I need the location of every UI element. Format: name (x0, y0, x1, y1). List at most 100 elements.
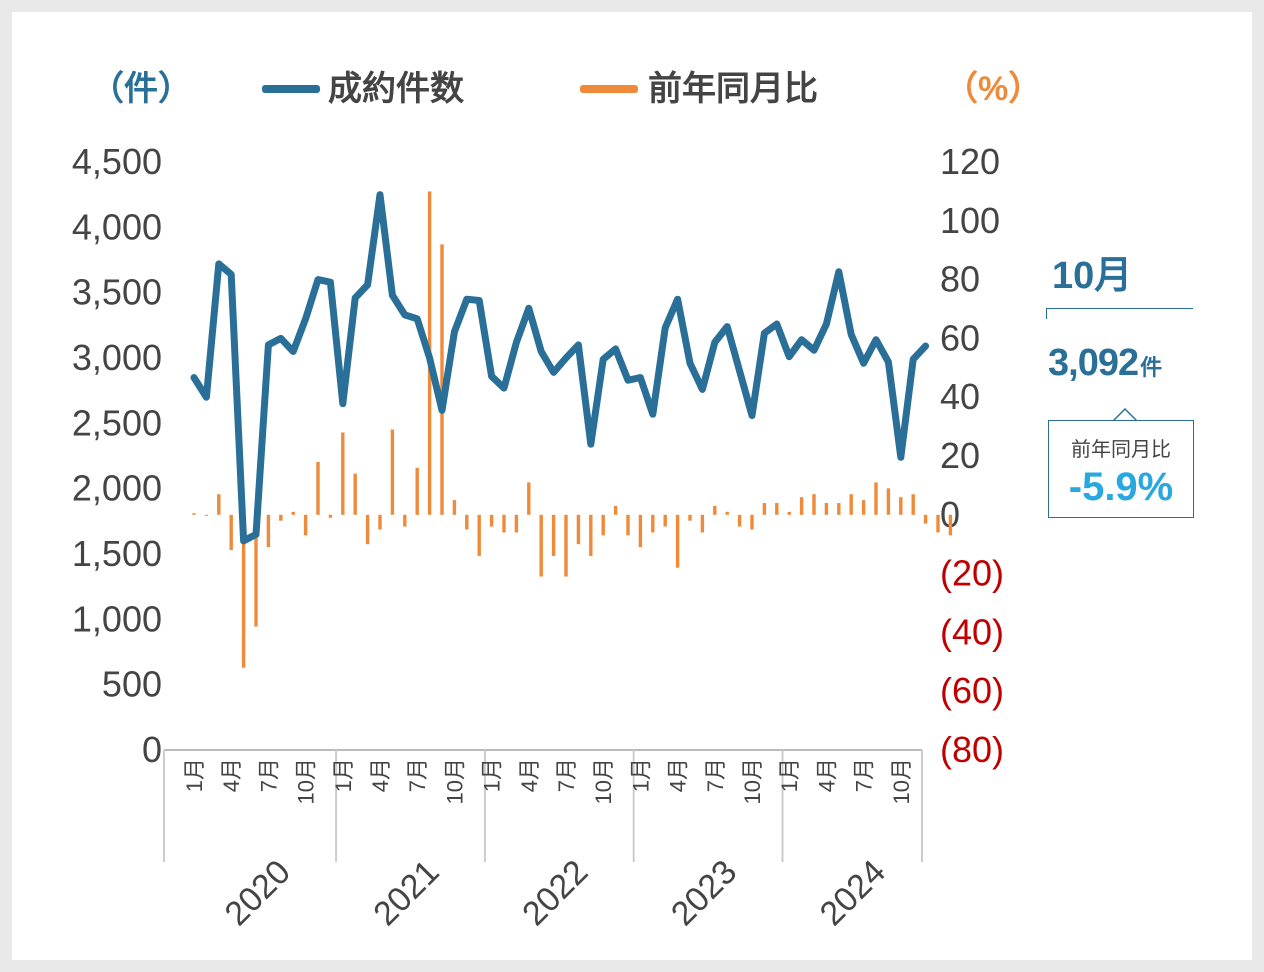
yoy-bar (217, 494, 221, 515)
yoy-bar (812, 494, 816, 515)
month-tick-label: 10月 (442, 758, 467, 804)
chart-panel: （件） 成約件数 前年同月比 （%） 0 500 1,000 1,500 2,000 2,… (12, 12, 1252, 960)
yoy-bar (415, 467, 419, 515)
yoy-bar (626, 514, 630, 536)
yoy-bar (229, 514, 233, 551)
month-tick-label: 1月 (480, 758, 505, 792)
month-tick-label: 1月 (628, 758, 653, 792)
yoy-bar (613, 505, 618, 515)
left-tick-label: 3,000 (72, 337, 162, 378)
yoy-bar (725, 511, 729, 515)
left-tick-label: 2,000 (72, 468, 162, 509)
yoy-bar (688, 514, 692, 521)
yoy-bar (576, 514, 581, 545)
yoy-bar (737, 514, 742, 527)
yoy-bar (204, 514, 209, 516)
yoy-bar (279, 514, 283, 521)
callout-rule (1046, 308, 1193, 319)
month-tick-label: 4月 (219, 758, 244, 792)
callout-yoy-label: 前年同月比 (1071, 439, 1171, 461)
yoy-bar (341, 432, 345, 515)
month-tick-label: 7月 (405, 758, 430, 792)
yoy-bar (477, 514, 481, 556)
year-label: 2022 (515, 853, 595, 933)
left-tick-label: 4,500 (72, 141, 162, 182)
yoy-bar (936, 514, 940, 533)
left-tick-label: 2,500 (72, 402, 162, 443)
yoy-bar (638, 514, 643, 548)
right-tick-label: 40 (940, 376, 980, 417)
yoy-bar (948, 514, 953, 536)
legend-line-label: 成約件数 (328, 70, 464, 108)
left-axis-ticks: 0 500 1,000 1,500 2,000 2,500 3,000 3,500 4,000 4… (72, 141, 162, 770)
month-tick-label: 7月 (852, 758, 877, 792)
yoy-bar (254, 514, 258, 627)
yoy-bar (403, 514, 407, 527)
right-tick-label: (60) (940, 670, 1004, 711)
yoy-bar (923, 514, 928, 524)
right-tick-label: 0 (940, 494, 960, 535)
month-tick-label: 10月 (889, 758, 914, 804)
year-label: 2021 (366, 853, 446, 933)
legend-bar-swatch (580, 85, 638, 93)
left-tick-label: 1,500 (72, 533, 162, 574)
yoy-bar (713, 505, 717, 515)
yoy-bar (775, 503, 779, 515)
yoy-bar (750, 514, 754, 530)
yoy-bar (849, 494, 853, 515)
yoy-bar (899, 497, 903, 515)
yoy-bar (886, 488, 891, 515)
callout-value-number: 3,092 (1048, 342, 1139, 384)
yoy-bar (861, 500, 866, 515)
month-tick-label: 10月 (591, 758, 616, 804)
yoy-bar (316, 461, 320, 515)
left-tick-label: 1,000 (72, 598, 162, 639)
right-tick-label: 80 (940, 259, 980, 300)
month-tick-label: 4月 (368, 758, 393, 792)
yoy-bar (589, 514, 593, 556)
yoy-bar (651, 514, 655, 533)
left-axis-unit: （件） (90, 69, 192, 108)
callout-value: 3,092件 (1048, 342, 1162, 385)
right-axis-unit: （%） (944, 69, 1042, 108)
yoy-bar (787, 511, 791, 515)
right-tick-label: 60 (940, 317, 980, 358)
yoy-bar (378, 514, 382, 530)
year-label: 2024 (813, 853, 893, 933)
yoy-bar (353, 473, 357, 515)
yoy-bar (502, 514, 506, 533)
yoy-bar (514, 514, 519, 533)
left-tick-label: 500 (102, 664, 162, 705)
yoy-bar (911, 494, 915, 515)
yoy-bar (390, 429, 395, 515)
yoy-bar (564, 514, 568, 577)
left-tick-label: 3,500 (72, 272, 162, 313)
callout-month: 10月 (1052, 255, 1133, 297)
x-axis: 1月 4月 7月 10月 2020 1月 4月 7月 10月 2021 1月 4月 7月 10月 2022 1… (163, 749, 923, 933)
yoy-bar (365, 514, 370, 545)
right-tick-label: (20) (940, 553, 1004, 594)
legend-line-swatch (262, 85, 320, 93)
yoy-bar (601, 514, 605, 536)
yoy-bar (328, 514, 333, 518)
month-tick-label: 7月 (703, 758, 728, 792)
month-tick-label: 4月 (814, 758, 839, 792)
yoy-bar (452, 500, 457, 515)
contracts-line (190, 191, 930, 545)
contracts-line-layer (190, 191, 930, 545)
month-tick-label: 4月 (517, 758, 542, 792)
yoy-bar (824, 503, 829, 515)
right-tick-label: 20 (940, 435, 980, 476)
yoy-bar (799, 497, 804, 515)
yoy-bars (192, 191, 953, 668)
yoy-bar (303, 514, 308, 536)
month-tick-label: 1月 (777, 758, 802, 792)
callout-yoy-box: 前年同月比 -5.9% (1048, 408, 1194, 518)
chart-canvas: （件） 成約件数 前年同月比 （%） 0 500 1,000 1,500 2,000 2,… (72, 69, 1042, 933)
yoy-bar (663, 514, 667, 527)
month-tick-label: 10月 (294, 758, 319, 804)
year-label: 2020 (218, 853, 298, 933)
right-tick-label: 100 (940, 200, 1000, 241)
right-tick-label: (40) (940, 611, 1004, 652)
left-tick-label: 4,000 (72, 206, 162, 247)
